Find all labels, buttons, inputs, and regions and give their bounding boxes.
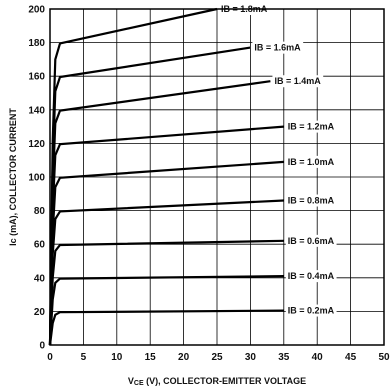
curve-label-background (285, 234, 337, 247)
x-tick-label: 0 (47, 352, 53, 363)
x-tick-label: 25 (211, 352, 223, 363)
curve-label: IB = 1.6mA (254, 43, 301, 53)
curve-label: IB = 0.8mA (288, 196, 335, 206)
y-tick-label: 80 (34, 206, 46, 217)
y-tick-label: 140 (28, 105, 45, 116)
x-axis-title-main: V (128, 376, 134, 386)
y-tick-label: 100 (28, 173, 45, 184)
curve-4 (48, 199, 284, 346)
x-tick-label: 10 (111, 352, 123, 363)
x-tick-label: 35 (278, 352, 290, 363)
y-tick-label: 40 (34, 273, 46, 284)
x-tick-label: 45 (345, 352, 357, 363)
curve-label: IB = 1.2mA (288, 122, 335, 132)
x-axis-title-sub: CE (134, 380, 144, 387)
curve-9 (48, 7, 218, 346)
x-tick-label: 50 (378, 352, 390, 363)
curves (48, 7, 284, 346)
y-tick-label: 200 (28, 5, 45, 16)
curve-label-background (285, 194, 337, 207)
curve-1 (48, 309, 284, 346)
x-tick-label: 20 (178, 352, 190, 363)
y-axis-title: Ic (mA), COLLECTOR CURRENT (8, 108, 18, 246)
y-tick-label: 60 (34, 240, 46, 251)
curve-label-background (285, 304, 337, 317)
y-tick-label: 180 (28, 38, 45, 49)
x-tick-label: 30 (245, 352, 257, 363)
curve-label: IB = 1.4mA (274, 76, 321, 86)
curve-5 (48, 160, 284, 346)
curve-label: IB = 1.0mA (288, 157, 335, 167)
curve-labels: IB = 0.2mA IB = 0.4mA IB = 0.6mA IB = 0.8mA… (219, 3, 337, 317)
plot-frame (49, 8, 385, 346)
x-tick-label: 40 (312, 352, 324, 363)
grid (49, 8, 385, 346)
curve-label-background (285, 120, 337, 133)
curve-3 (48, 239, 284, 346)
y-tick-label: 0 (39, 341, 45, 352)
x-axis-title-rest: (V), COLLECTOR-EMITTER VOLTAGE (144, 376, 307, 386)
curve-label-background (252, 41, 304, 54)
y-tick-label: 160 (28, 72, 45, 83)
tick-labels: 0 5 10 15 20 25 30 35 40 45 50 0 20 40 60 80 100 120 140 16… (28, 5, 390, 364)
curve-label-background (285, 155, 337, 168)
y-tick-label: 20 (34, 307, 46, 318)
curve-label-background (272, 75, 324, 88)
curve-label: IB = 0.6mA (288, 236, 335, 246)
curve-label: IB = 0.4mA (288, 271, 335, 281)
x-tick-label: 5 (81, 352, 87, 363)
curve-label: IB = 0.2mA (288, 306, 335, 316)
x-tick-label: 15 (145, 352, 157, 363)
curve-label-background (285, 270, 337, 283)
x-axis-title: VCE (V), COLLECTOR-EMITTER VOLTAGE (128, 376, 306, 387)
y-tick-label: 120 (28, 139, 45, 150)
